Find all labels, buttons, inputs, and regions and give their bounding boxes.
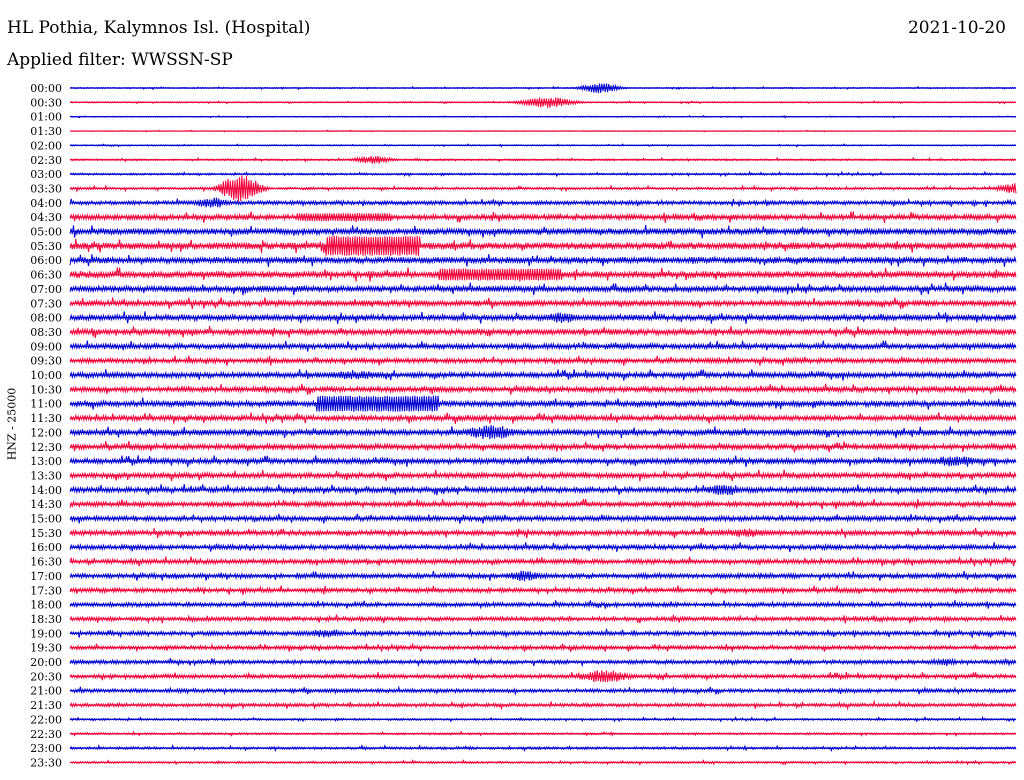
row-time-label: 15:00: [30, 513, 62, 526]
row-time-label: 08:00: [30, 312, 62, 325]
trace-row: [69, 484, 1017, 496]
trace-row: [69, 513, 1017, 524]
row-time-label: 01:30: [30, 125, 62, 138]
row-time-label: 03:30: [30, 182, 62, 195]
row-time-label: 19:00: [30, 627, 62, 640]
row-time-label: 20:00: [30, 656, 62, 669]
row-time-label: 04:30: [30, 211, 62, 224]
row-time-label: 07:00: [30, 283, 62, 296]
row-time-label: 22:30: [30, 728, 62, 741]
row-time-label: 09:00: [30, 340, 62, 353]
row-time-label: 02:00: [30, 139, 62, 152]
trace-row: [69, 441, 1017, 453]
row-time-label: 14:00: [30, 484, 62, 497]
row-time-label: 17:00: [30, 570, 62, 583]
row-time-label: 10:00: [30, 369, 62, 382]
row-time-label: 03:00: [30, 168, 62, 181]
row-time-label: 16:30: [30, 556, 62, 569]
trace-row: [69, 235, 1017, 256]
row-time-label: 08:30: [30, 326, 62, 339]
row-time-label: 14:30: [30, 498, 62, 511]
row-time-label: 09:30: [30, 355, 62, 368]
row-time-label: 12:30: [30, 441, 62, 454]
row-time-label: 13:00: [30, 455, 62, 468]
row-time-label: 17:30: [30, 584, 62, 597]
row-time-label: 11:00: [30, 398, 62, 411]
row-time-label: 23:00: [30, 742, 62, 755]
row-time-label: 10:30: [30, 383, 62, 396]
row-time-label: 22:00: [30, 713, 62, 726]
row-time-label: 23:30: [30, 756, 62, 769]
row-time-label: 00:30: [30, 96, 62, 109]
row-time-label: 21:00: [30, 685, 62, 698]
row-time-label: 16:00: [30, 541, 62, 554]
row-time-label: 18:00: [30, 599, 62, 612]
row-time-label: 15:30: [30, 527, 62, 540]
row-time-label: 20:30: [30, 670, 62, 683]
trace-row: [69, 628, 1017, 639]
trace-row: [69, 254, 1017, 267]
row-time-label: 21:30: [30, 699, 62, 712]
row-time-label: 06:30: [30, 269, 62, 282]
row-time-label: 05:00: [30, 226, 62, 239]
row-time-label: 12:00: [30, 426, 62, 439]
trace-row: [69, 224, 1017, 239]
filter-label: Applied filter: WWSSN-SP: [7, 50, 233, 70]
row-time-label: 07:30: [30, 297, 62, 310]
row-time-label: 06:00: [30, 254, 62, 267]
row-time-label: 01:00: [30, 111, 62, 124]
trace-row: [69, 469, 1017, 482]
row-time-label: 13:30: [30, 469, 62, 482]
row-time-label: 05:30: [30, 240, 62, 253]
trace-row: [69, 395, 1017, 412]
record-date: 2021-10-20: [907, 18, 1006, 38]
trace-row: [69, 527, 1017, 539]
row-time-label: 02:30: [30, 154, 62, 167]
trace-row: [69, 542, 1017, 553]
station-title: HL Pothia, Kalymnos Isl. (Hospital): [7, 18, 311, 38]
row-time-label: 11:30: [30, 412, 62, 425]
row-time-label: 00:00: [30, 82, 62, 95]
row-time-label: 04:00: [30, 197, 62, 210]
trace-row: [69, 325, 1017, 338]
row-time-label: 19:30: [30, 642, 62, 655]
row-time-label: 18:30: [30, 613, 62, 626]
